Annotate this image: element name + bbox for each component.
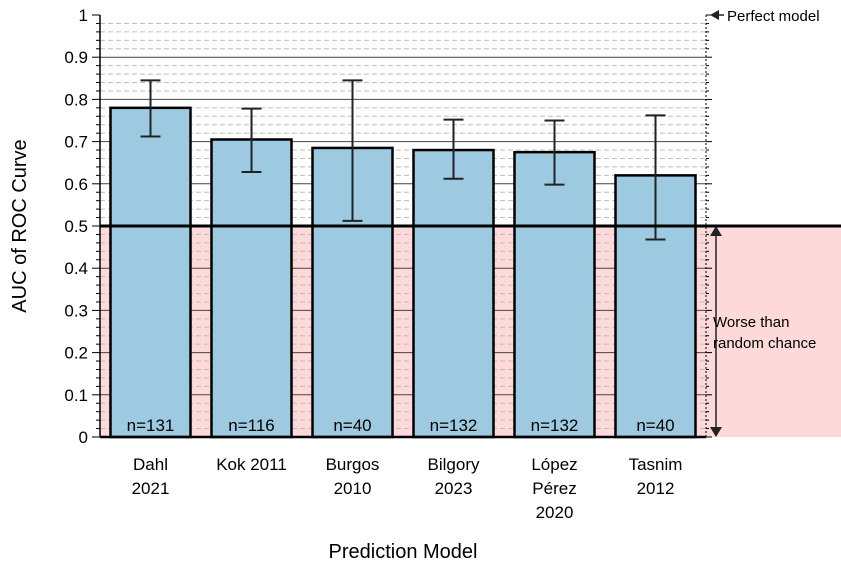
- y-tick-label: 0.8: [64, 90, 88, 109]
- bars: [109, 79, 697, 439]
- category-label-line: Kok 2011: [216, 455, 287, 474]
- n-label: n=132: [430, 416, 478, 435]
- category-label-line: Pérez: [532, 479, 576, 498]
- worse-than-label: Worse than: [713, 314, 789, 331]
- random-chance-label: random chance: [713, 335, 816, 352]
- category-label-line: 2023: [435, 479, 473, 498]
- category-label-line: Burgos: [326, 455, 380, 474]
- category-label: Burgos 2010: [326, 455, 380, 498]
- y-tick-label: 0.6: [64, 175, 88, 194]
- n-label: n=40: [333, 416, 371, 435]
- category-label-line: 2012: [637, 479, 675, 498]
- y-tick-label: 0.3: [64, 301, 88, 320]
- axes: [92, 14, 712, 439]
- bar: [513, 150, 596, 439]
- n-label: n=132: [531, 416, 579, 435]
- perfect-model-label: Perfect model: [727, 8, 820, 25]
- category-label-line: Dahl: [133, 455, 168, 474]
- y-tick-label: 1: [79, 6, 88, 25]
- worse-arrow-head-bottom: [710, 427, 722, 437]
- bar: [412, 148, 495, 439]
- n-label: n=116: [228, 416, 274, 435]
- category-label: Kok 2011: [216, 455, 287, 474]
- bar: [109, 106, 192, 439]
- bar: [210, 138, 293, 439]
- y-tick-label: 0.1: [64, 386, 88, 405]
- y-tick-label: 0.2: [64, 344, 88, 363]
- y-axis-title: AUC of ROC Curve: [9, 139, 31, 312]
- gridlines: [100, 22, 706, 430]
- category-label-line: 2010: [334, 479, 372, 498]
- y-tick-label: 0: [79, 428, 88, 447]
- category-label-line: 2021: [132, 479, 170, 498]
- perfect-arrow-head: [710, 10, 719, 20]
- labels: n=131 Dahl 2021 n=116 Kok 2011 n=40 Burgos 2010…: [9, 6, 682, 563]
- y-tick-label: 0.5: [64, 217, 88, 236]
- category-label-line: 2020: [536, 503, 574, 522]
- y-tick-label: 0.7: [64, 133, 88, 152]
- category-label: Dahl 2021: [132, 455, 170, 498]
- category-label: López Pérez 2020: [531, 455, 577, 522]
- x-axis-title: Prediction Model: [329, 541, 478, 563]
- n-label: n=40: [636, 416, 674, 435]
- category-label: Bilgory 2023: [428, 455, 480, 498]
- y-tick-label: 0.9: [64, 48, 88, 67]
- y-tick-label: 0.4: [64, 259, 88, 278]
- category-label: Tasnim 2012: [629, 455, 683, 498]
- worse-arrow-head-top: [710, 226, 722, 236]
- annotations: Perfect model Worse than random chance: [710, 8, 820, 437]
- category-label-line: López: [531, 455, 577, 474]
- category-label-line: Bilgory: [428, 455, 480, 474]
- category-label-line: Tasnim: [629, 455, 683, 474]
- n-label: n=131: [127, 416, 175, 435]
